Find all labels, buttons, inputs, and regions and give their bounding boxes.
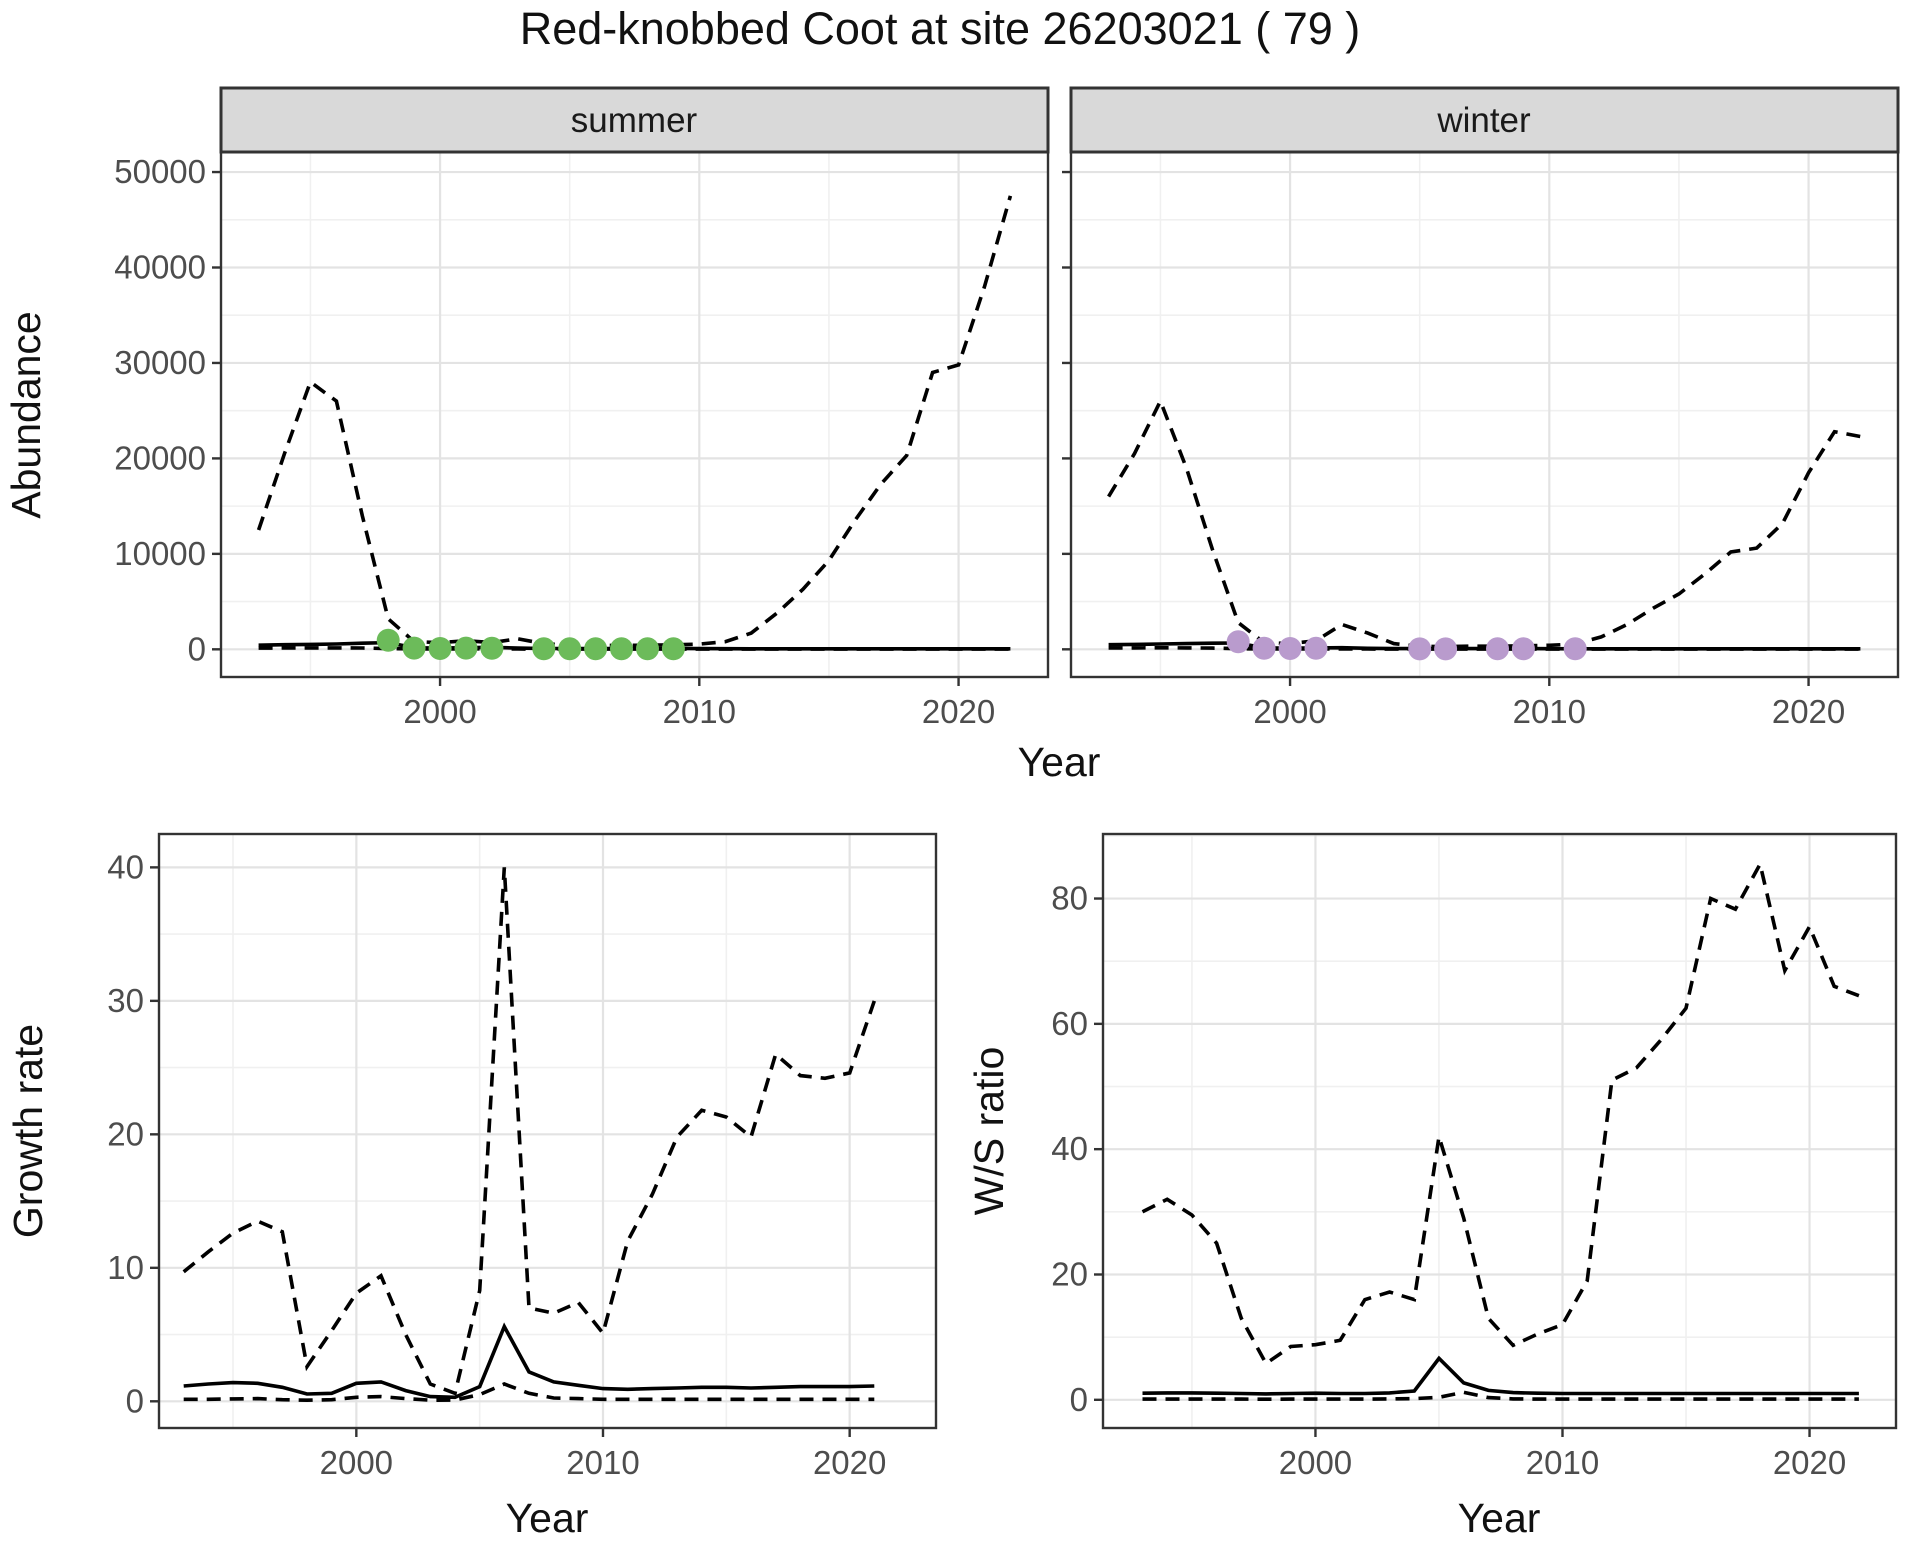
top-year-axis-title: Year (1018, 739, 1101, 785)
winter_counts-dot (1304, 636, 1328, 660)
ci_high-line (256, 195, 1013, 648)
facet-strip-summer-label: summer (571, 101, 698, 140)
y-tick-label: 30000 (114, 344, 206, 381)
summer_counts-dot (610, 637, 633, 661)
facet-strip-winter-label: winter (1436, 101, 1531, 140)
estimate-line (183, 1322, 875, 1400)
panel-background (1071, 152, 1898, 677)
ci_high-line (1107, 396, 1861, 649)
y-tick-label: 40 (107, 848, 144, 885)
estimate-line (1142, 1355, 1859, 1396)
ws-year-axis-title: Year (1458, 1495, 1541, 1541)
abundance-axis-title: Abundance (3, 311, 49, 518)
panel-background (221, 152, 1048, 677)
x-tick-label: 2000 (320, 1444, 393, 1481)
ci_low-line (183, 1382, 875, 1403)
panels-layer: 2000 2010 20200100002000030000400005000020… (107, 150, 1900, 1481)
ci_high-line (182, 867, 877, 1396)
x-tick-label: 2010 (1513, 693, 1586, 730)
panel-border (1101, 832, 1898, 1430)
x-tick-label: 2000 (403, 693, 476, 730)
summer_counts-dot (454, 636, 478, 660)
y-tick-label: 80 (1051, 880, 1088, 917)
y-tick-label: 60 (1051, 1005, 1088, 1042)
x-tick-label: 2020 (922, 693, 995, 730)
x-tick-label: 2020 (1772, 693, 1845, 730)
x-tick-label: 2010 (566, 1444, 639, 1481)
summer_counts-dot (558, 637, 582, 661)
y-tick-label: 50000 (114, 153, 206, 190)
panel-border (157, 832, 938, 1430)
winter_counts-dot (1563, 637, 1587, 661)
growth-rate-axis-title: Growth rate (5, 1024, 51, 1238)
panel-background (1103, 834, 1896, 1428)
x-tick-label: 2010 (1526, 1444, 1599, 1481)
y-tick-label: 0 (126, 1382, 144, 1419)
facet-strip-winter (1069, 86, 1900, 154)
facet-strips: summer winter (219, 86, 1900, 154)
y-tick-label: 20 (1051, 1255, 1088, 1292)
y-tick-label: 30 (107, 982, 144, 1019)
y-tick-label: 40 (1051, 1130, 1088, 1167)
summer_counts-dot (402, 636, 426, 660)
winter_counts-dot (1252, 636, 1276, 660)
winter_counts-dot (1486, 637, 1509, 661)
x-tick-label: 2020 (1773, 1444, 1846, 1481)
growth-year-axis-title: Year (506, 1495, 589, 1541)
summer_counts-dot (428, 637, 452, 660)
y-tick-label: 20 (107, 1115, 144, 1152)
panel-abundance-summer: 2000 2010 2020 0 10000 20000 30000 40000 50000 (114, 150, 1050, 730)
panel-growth-rate: 2000 2010 2020 0 10 20 30 40 (107, 832, 938, 1481)
panel-ws-ratio: 2000 2010 2020 0 20 40 60 80 (1051, 832, 1898, 1481)
y-tick-label: 20000 (114, 439, 206, 476)
x-tick-label: 2000 (1279, 1444, 1352, 1481)
winter_counts-dot (1408, 637, 1432, 661)
winter_counts-dot (1434, 637, 1458, 661)
ci_low-line (1142, 1390, 1859, 1402)
winter_counts-dot (1511, 637, 1535, 661)
x-tick-label: 2020 (813, 1444, 886, 1481)
x-tick-label: 2000 (1253, 693, 1326, 730)
winter_counts-dot (1278, 637, 1302, 660)
summer_counts-dot (661, 637, 685, 661)
summer_counts-dot (376, 628, 400, 652)
ws-ratio-axis-title: W/S ratio (966, 1047, 1012, 1216)
summer_counts-dot (532, 637, 556, 661)
y-tick-label: 0 (1070, 1381, 1088, 1418)
y-tick-label: 10000 (114, 535, 206, 572)
panel-background (159, 834, 936, 1428)
winter_counts-dot (1226, 630, 1250, 654)
x-tick-label: 2010 (663, 693, 736, 730)
panel-abundance-winter: 2000 2010 2020 (1062, 150, 1900, 730)
y-tick-label: 40000 (114, 249, 206, 286)
summer_counts-dot (636, 637, 659, 661)
ci_high-line (1141, 859, 1860, 1367)
summer_counts-dot (480, 636, 504, 660)
summer_counts-dot (584, 637, 608, 661)
page-title: Red-knobbed Coot at site 26203021 ( 79 ) (520, 3, 1361, 54)
y-tick-label: 10 (107, 1249, 144, 1286)
facet-strip-summer (219, 86, 1050, 154)
y-tick-label: 0 (188, 630, 206, 667)
